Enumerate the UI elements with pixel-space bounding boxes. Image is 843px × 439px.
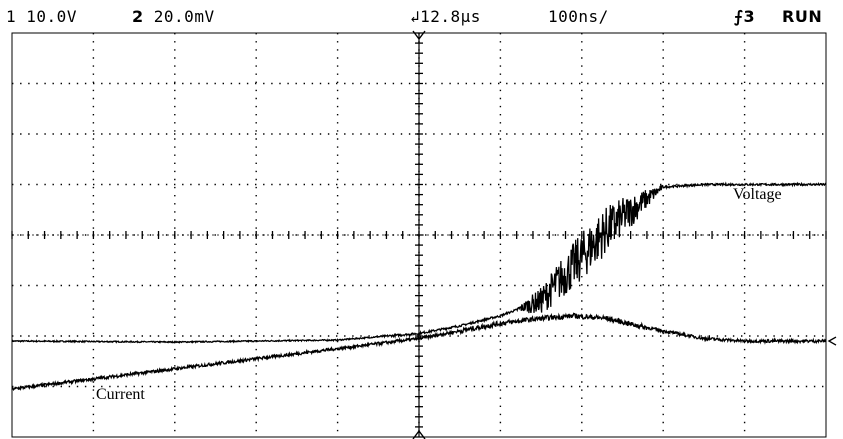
time-offset-value: 12.8: [420, 7, 461, 26]
annotation-layer: Voltage Current: [96, 186, 782, 403]
ground-reference-marker-icon: [827, 336, 837, 346]
timebase-value: 100: [548, 7, 579, 26]
trigger-source-number: 3: [743, 7, 756, 26]
series-current-trace: [11, 312, 827, 392]
trigger-time-marker-icon: [412, 30, 426, 41]
time-offset-readout: ↲12.8µs: [410, 7, 481, 26]
rising-edge-trigger-icon: ⨍: [734, 7, 744, 26]
trigger-position-arrow-icon: ↲: [410, 7, 421, 26]
current-label: Current: [96, 386, 145, 403]
channel1-label: 1 10.0V: [6, 7, 77, 26]
time-offset-unit: µs: [460, 7, 481, 26]
trace-layer: [11, 181, 827, 392]
graticule: [11, 30, 837, 439]
series-voltage-trace: [11, 181, 827, 344]
timebase-readout: 100ns/: [548, 7, 609, 26]
channel2-scale: 20.0: [153, 7, 195, 26]
channel2-unit: mV: [194, 7, 215, 26]
status-bar: 1 10.0V 2 20.0mV ↲12.8µs 100ns/ ⨍3 RUN: [0, 0, 843, 30]
run-state: RUN: [782, 7, 823, 26]
timebase-unit: ns/: [578, 7, 609, 26]
voltage-label: Voltage: [733, 186, 782, 203]
trigger-source: ⨍3: [734, 7, 755, 26]
channel2-number: 2: [132, 7, 144, 26]
channel2-label: 2 20.0mV: [132, 7, 215, 26]
channel1-scale: 10.0V: [26, 7, 77, 26]
bottom-center-marker-icon: [412, 429, 426, 439]
channel1-number: 1: [6, 7, 17, 26]
